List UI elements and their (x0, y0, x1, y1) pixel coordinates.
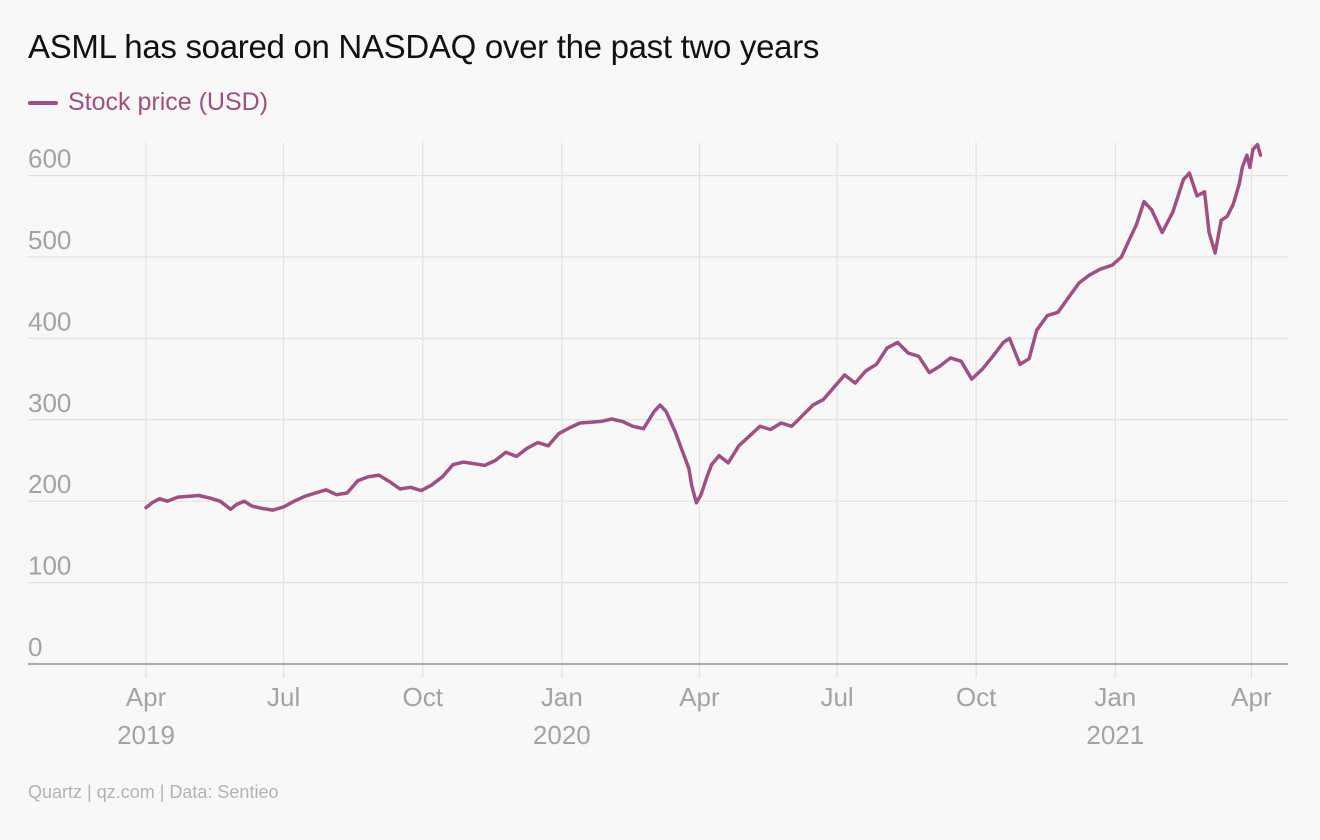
series-line-stock-price (144, 142, 1263, 512)
y-tick-labels: 0 100 200 300 400 500 600 (28, 144, 71, 662)
x-tick-year-label: 2019 (117, 720, 175, 750)
series-layer (144, 142, 1263, 512)
chart-legend: Stock price (USD) (28, 88, 268, 117)
grid-lines (28, 143, 1288, 678)
chart-title: ASML has soared on NASDAQ over the past … (28, 28, 820, 65)
legend-swatch (28, 100, 58, 105)
y-tick-label: 100 (28, 551, 71, 581)
x-tick-label: Jan (541, 682, 583, 712)
x-tick-label: Apr (679, 682, 720, 712)
x-tick-labels: Apr 2019 Jul Oct Jan 2020 Apr Jul Oct Jan 2021 Apr (117, 682, 1272, 750)
y-tick-label: 0 (28, 632, 42, 662)
x-tick-label: Jan (1094, 682, 1136, 712)
x-tick-year-label: 2020 (533, 720, 591, 750)
y-tick-label: 400 (28, 306, 71, 336)
source-note: Quartz | qz.com | Data: Sentieo (28, 782, 279, 802)
x-tick-label: Apr (1231, 682, 1272, 712)
y-tick-label: 500 (28, 225, 71, 255)
x-tick-label: Jul (267, 682, 300, 712)
x-tick-label: Oct (403, 682, 444, 712)
y-tick-label: 600 (28, 144, 71, 174)
x-tick-label: Oct (956, 682, 997, 712)
x-tick-label: Jul (820, 682, 853, 712)
x-tick-label: Apr (126, 682, 167, 712)
legend-label: Stock price (USD) (68, 88, 269, 116)
y-tick-label: 300 (28, 388, 71, 418)
x-tick-year-label: 2021 (1086, 720, 1144, 750)
y-tick-label: 200 (28, 469, 71, 499)
